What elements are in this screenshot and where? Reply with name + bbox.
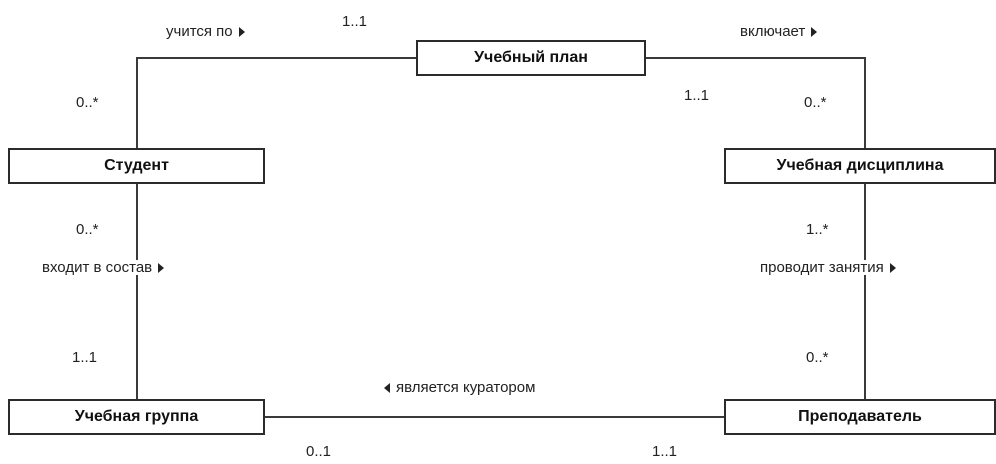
association-label-studies: учится по — [166, 24, 245, 39]
association-label-includes: включает — [740, 23, 818, 40]
multiplicity-studies-student: 0..* — [76, 94, 99, 111]
association-label-member-of: входит в состав — [42, 259, 165, 276]
class-box-teacher[interactable]: Преподаватель — [724, 399, 996, 435]
multiplicity-includes-plan: 1..1 — [684, 87, 710, 104]
association-line-studies — [136, 57, 416, 148]
multiplicity-curator-group: 0..1 — [306, 443, 332, 460]
class-name-discipline: Учебная дисциплина — [776, 157, 944, 174]
class-box-group[interactable]: Учебная группа — [8, 399, 265, 435]
direction-right-icon — [889, 262, 896, 273]
class-name-plan: Учебный план — [474, 49, 588, 66]
class-box-discipline[interactable]: Учебная дисциплина — [724, 148, 996, 184]
direction-right-icon — [811, 26, 818, 37]
multiplicity-teaches-discipline: 1..* — [806, 221, 829, 238]
association-label-member-of-text: входит в состав — [42, 259, 153, 276]
multiplicity-member-of-student: 0..* — [76, 221, 99, 238]
class-box-student[interactable]: Студент — [8, 148, 265, 184]
multiplicity-curator-teacher: 1..1 — [652, 443, 678, 460]
multiplicity-includes-discipline: 0..* — [804, 94, 827, 111]
association-label-teaches-text: проводит занятия — [760, 259, 884, 276]
class-name-teacher: Преподаватель — [798, 408, 922, 425]
association-label-includes-text: включает — [740, 23, 806, 40]
association-label-teaches: проводит занятия — [760, 260, 896, 275]
class-name-student: Студент — [104, 157, 169, 174]
direction-right-icon — [158, 262, 165, 273]
multiplicity-member-of-group: 1..1 — [72, 349, 98, 366]
association-label-curator-text: является куратором — [396, 379, 536, 396]
class-name-group: Учебная группа — [74, 408, 199, 425]
association-line-includes — [646, 57, 866, 148]
multiplicity-studies-plan: 1..1 — [342, 13, 368, 30]
class-box-plan[interactable]: Учебный план — [416, 40, 646, 76]
multiplicity-teaches-teacher: 0..* — [806, 349, 829, 366]
association-label-studies-text: учится по — [166, 23, 233, 40]
direction-right-icon — [238, 26, 245, 37]
direction-left-icon — [384, 382, 390, 393]
association-label-curator: является куратором — [384, 380, 535, 395]
